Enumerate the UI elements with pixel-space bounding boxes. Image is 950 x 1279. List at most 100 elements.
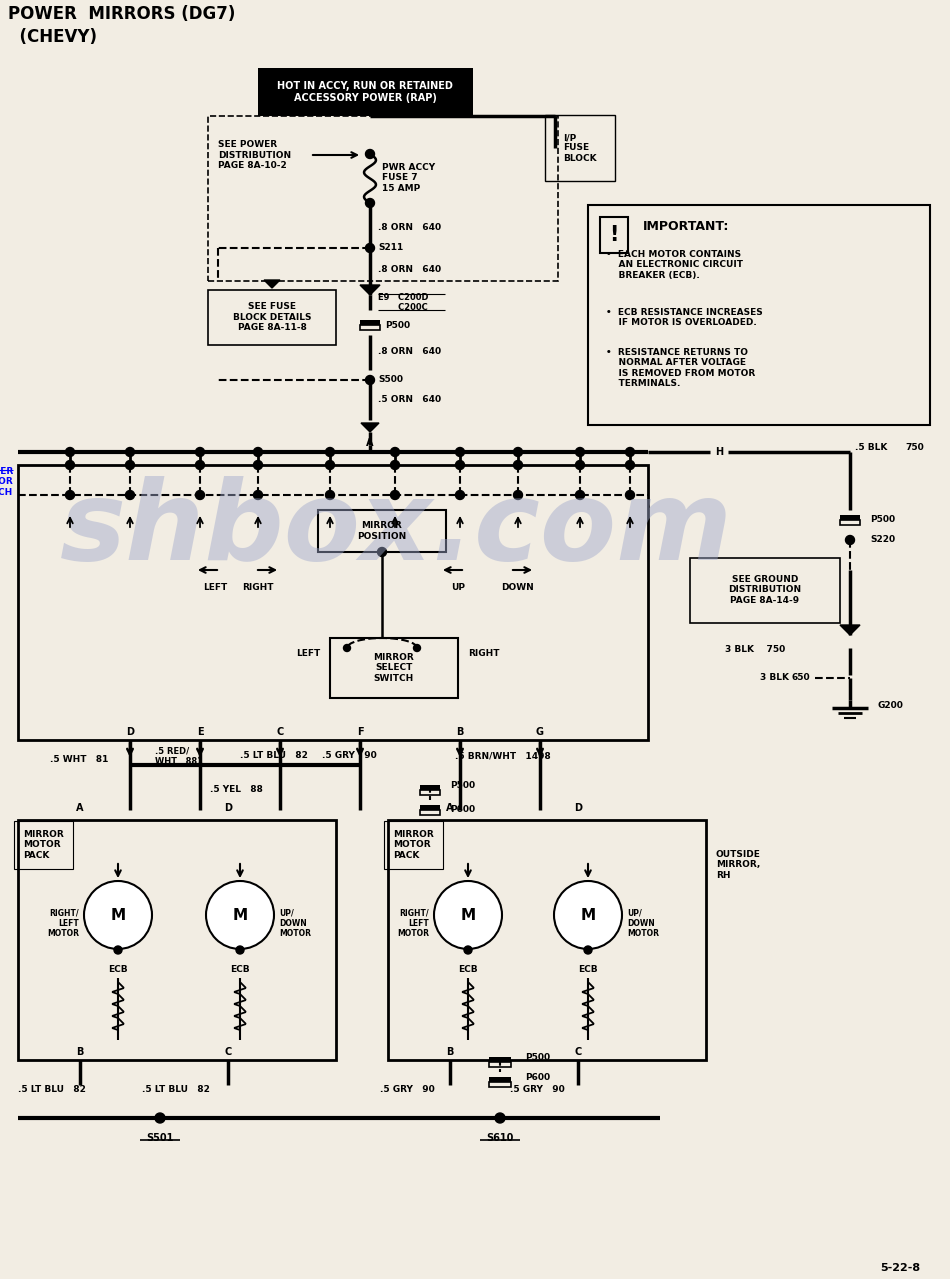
Circle shape <box>464 946 472 954</box>
Text: IMPORTANT:: IMPORTANT: <box>643 220 730 234</box>
Circle shape <box>114 946 122 954</box>
Text: RIGHT: RIGHT <box>468 648 500 657</box>
Text: .5 ORN   640: .5 ORN 640 <box>378 395 441 404</box>
Circle shape <box>254 491 262 500</box>
Text: P500: P500 <box>385 321 410 330</box>
Text: A: A <box>446 803 454 813</box>
Bar <box>840 515 860 521</box>
Text: .5 WHT   81: .5 WHT 81 <box>50 756 108 765</box>
Bar <box>600 217 628 253</box>
Bar <box>330 638 458 698</box>
Circle shape <box>514 448 522 457</box>
Circle shape <box>254 448 262 457</box>
Circle shape <box>125 491 135 500</box>
Circle shape <box>196 460 204 469</box>
Text: 750: 750 <box>905 443 923 451</box>
Text: ECB: ECB <box>108 966 128 975</box>
Circle shape <box>576 491 584 500</box>
Circle shape <box>495 1113 505 1123</box>
Text: B: B <box>456 726 464 737</box>
Bar <box>360 320 380 325</box>
Text: G: G <box>536 726 544 737</box>
Text: .8 ORN   640: .8 ORN 640 <box>378 348 441 357</box>
Circle shape <box>326 491 334 500</box>
Text: PWR ACCY
FUSE 7
15 AMP: PWR ACCY FUSE 7 15 AMP <box>382 164 435 193</box>
Circle shape <box>390 491 400 500</box>
Circle shape <box>66 491 74 500</box>
Text: P500: P500 <box>525 1054 550 1063</box>
Circle shape <box>326 448 334 457</box>
Text: I/P
FUSE
BLOCK: I/P FUSE BLOCK <box>563 133 597 162</box>
Text: M: M <box>461 908 476 922</box>
Circle shape <box>514 460 522 469</box>
Text: S220: S220 <box>870 536 895 545</box>
Bar <box>318 510 446 553</box>
Text: P600: P600 <box>525 1073 550 1082</box>
Text: HOT IN ACCY, RUN OR RETAINED
ACCESSORY POWER (RAP): HOT IN ACCY, RUN OR RETAINED ACCESSORY P… <box>277 81 453 102</box>
Text: A: A <box>76 803 84 813</box>
Circle shape <box>125 460 135 469</box>
Bar <box>360 325 380 330</box>
Circle shape <box>377 547 387 556</box>
Text: 650: 650 <box>791 674 810 683</box>
Text: RIGHT: RIGHT <box>242 583 274 592</box>
Text: S500: S500 <box>378 376 403 385</box>
Text: D: D <box>574 803 582 813</box>
Bar <box>208 116 558 281</box>
Text: C200C: C200C <box>378 303 428 312</box>
Text: POWER  MIRRORS (DG7): POWER MIRRORS (DG7) <box>8 5 236 23</box>
Text: .5 YEL   88: .5 YEL 88 <box>210 785 263 794</box>
Text: D: D <box>126 726 134 737</box>
Text: M: M <box>580 908 596 922</box>
Bar <box>18 820 336 1060</box>
Text: M: M <box>110 908 125 922</box>
Text: S610: S610 <box>486 1133 514 1143</box>
Text: UP: UP <box>451 583 465 592</box>
Text: B: B <box>76 1048 84 1056</box>
Bar <box>489 1056 511 1062</box>
Text: MIRROR
POSITION: MIRROR POSITION <box>357 522 407 541</box>
Text: D: D <box>224 803 232 813</box>
Text: G200: G200 <box>878 701 903 710</box>
Text: F: F <box>356 726 363 737</box>
Text: .5 GRY   90: .5 GRY 90 <box>322 752 377 761</box>
Text: !: ! <box>609 225 618 246</box>
Text: C: C <box>575 1048 581 1056</box>
Circle shape <box>625 491 635 500</box>
Text: .5 GRY   90: .5 GRY 90 <box>510 1086 564 1095</box>
Text: C: C <box>276 726 284 737</box>
Circle shape <box>326 460 334 469</box>
Text: ECB: ECB <box>458 966 478 975</box>
Text: RIGHT/
LEFT
MOTOR: RIGHT/ LEFT MOTOR <box>397 908 429 938</box>
Circle shape <box>625 448 635 457</box>
Text: .5 LT BLU   82: .5 LT BLU 82 <box>18 1086 85 1095</box>
Circle shape <box>366 150 374 159</box>
Polygon shape <box>264 280 280 288</box>
Text: .5 BLK: .5 BLK <box>855 443 887 451</box>
Text: .5 GRY   90: .5 GRY 90 <box>380 1086 435 1095</box>
Text: LEFT: LEFT <box>203 583 227 592</box>
Text: UP/
DOWN
MOTOR: UP/ DOWN MOTOR <box>627 908 659 938</box>
Text: S501: S501 <box>146 1133 174 1143</box>
Circle shape <box>344 645 351 651</box>
Text: .8 ORN   640: .8 ORN 640 <box>378 224 441 233</box>
Circle shape <box>66 460 74 469</box>
Text: SEE GROUND
DISTRIBUTION
PAGE 8A-14-9: SEE GROUND DISTRIBUTION PAGE 8A-14-9 <box>729 576 802 605</box>
Polygon shape <box>840 625 860 634</box>
Circle shape <box>236 946 244 954</box>
Text: RIGHT/
LEFT
MOTOR: RIGHT/ LEFT MOTOR <box>47 908 79 938</box>
Circle shape <box>434 881 502 949</box>
Bar <box>489 1082 511 1087</box>
Text: DOWN: DOWN <box>501 583 533 592</box>
Text: B: B <box>446 1048 454 1056</box>
Circle shape <box>584 946 592 954</box>
Text: M: M <box>233 908 248 922</box>
Bar <box>420 804 440 810</box>
Circle shape <box>366 243 374 252</box>
Bar <box>388 820 706 1060</box>
Text: shbox.com: shbox.com <box>60 477 733 583</box>
Bar <box>18 466 648 741</box>
Bar <box>588 205 930 425</box>
Polygon shape <box>361 423 379 432</box>
Circle shape <box>206 881 274 949</box>
